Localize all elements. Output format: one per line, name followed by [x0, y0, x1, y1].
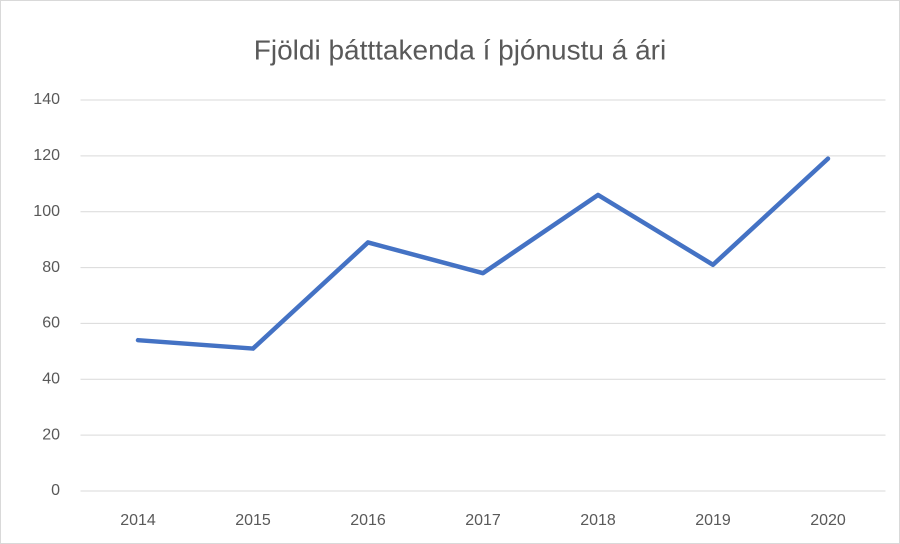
y-tick-label: 0 [51, 482, 60, 499]
x-tick-label: 2016 [350, 512, 386, 529]
y-tick-label: 100 [33, 203, 60, 220]
y-tick-label: 120 [33, 147, 60, 164]
x-tick-label: 2019 [695, 512, 731, 529]
x-tick-label: 2017 [465, 512, 501, 529]
y-tick-label: 140 [33, 91, 60, 108]
y-tick-label: 40 [42, 371, 60, 388]
x-tick-label: 2020 [810, 512, 846, 529]
y-tick-label: 60 [42, 315, 60, 332]
x-tick-label: 2018 [580, 512, 616, 529]
data-line [135, 156, 831, 351]
y-tick-label: 80 [42, 259, 60, 276]
chart-title: Fjöldi þátttakenda í þjónustu á ári [254, 34, 666, 65]
y-tick-label: 20 [42, 426, 60, 443]
x-tick-label: 2015 [235, 512, 271, 529]
x-tick-label: 2014 [120, 512, 156, 529]
